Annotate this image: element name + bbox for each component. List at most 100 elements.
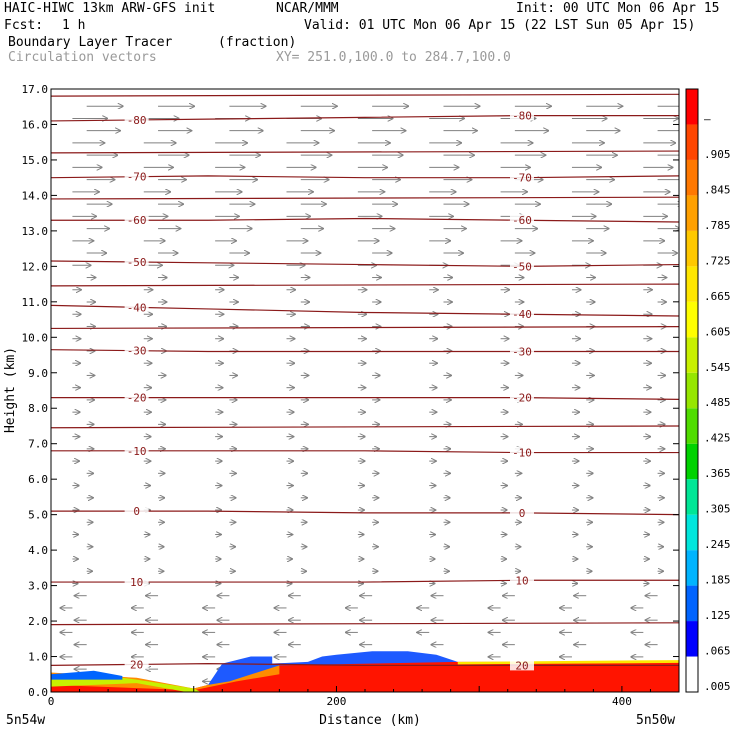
- colorbar-swatch: [686, 301, 698, 338]
- temperature-contours: -80 -80 -70 -70 -60 -60 -50 -50 -40 -40 -30 -30 -20 -…: [51, 93, 679, 672]
- y-axis-label: Height (km): [3, 347, 18, 433]
- contour-label: -80: [127, 114, 147, 127]
- colorbar-swatch: [686, 195, 698, 231]
- contour-label-bg: [124, 113, 149, 125]
- contour-label-bg: [124, 255, 149, 267]
- contour-label-bg: [124, 301, 149, 313]
- contour-label: -40: [512, 308, 532, 321]
- colorbar-label: .245: [704, 538, 731, 551]
- colorbar-swatch: [686, 656, 698, 692]
- contour-label-bg: [124, 576, 149, 588]
- contour-label: -30: [512, 345, 532, 358]
- x-left-label: 5n54w: [6, 713, 45, 728]
- contour-label: -20: [512, 392, 532, 405]
- x-tick-label: 200: [327, 695, 347, 708]
- y-tick-label: 10.0: [22, 331, 49, 344]
- colorbar-label: .065: [704, 645, 731, 658]
- x-right-label: 5n50w: [636, 713, 675, 728]
- contour-label-bg: [510, 260, 534, 272]
- xy-range: XY= 251.0,100.0 to 284.7,100.0: [276, 50, 511, 65]
- colorbar-label: .365: [704, 467, 731, 480]
- y-tick-label: 3.0: [28, 580, 48, 593]
- contour-label: -10: [512, 447, 532, 460]
- circulation-vectors: [60, 106, 679, 681]
- contour-line: [51, 175, 679, 179]
- contour-line: [51, 326, 679, 330]
- colorbar-label: .305: [704, 503, 731, 516]
- colorbar-label: .425: [704, 432, 731, 445]
- contour-line: [51, 115, 679, 122]
- contour-label-bg: [510, 308, 534, 320]
- colorbar-swatch: [686, 89, 698, 125]
- colorbar-label: .185: [704, 574, 731, 587]
- contour-label-bg: [124, 658, 149, 670]
- colorbar-label: .005: [704, 680, 731, 693]
- colorbar-swatch: [686, 550, 698, 586]
- contour-label-bg: [124, 444, 149, 456]
- contour-label: 10: [130, 576, 143, 589]
- colorbar-swatch: [686, 337, 698, 373]
- colorbar-label: .725: [704, 254, 731, 267]
- tracer-upper-blue: [208, 651, 458, 685]
- colorbar-frame: [685, 88, 699, 693]
- y-tick-label: 2.0: [28, 615, 48, 628]
- y-tick-label: 13.0: [22, 225, 49, 238]
- contour-line: [51, 260, 679, 267]
- contour-label: 20: [130, 658, 143, 671]
- contour-label: -10: [127, 445, 147, 458]
- contour-label-bg: [124, 344, 149, 356]
- overlay-name: Circulation vectors: [8, 50, 157, 65]
- contour-line: [51, 283, 679, 287]
- contour-line: [51, 304, 679, 317]
- contour-label: -40: [127, 301, 147, 314]
- contour-line: [51, 93, 679, 97]
- x-tick-label: 400: [612, 695, 632, 708]
- contour-label-bg: [510, 109, 534, 121]
- contour-label: 10: [515, 574, 528, 587]
- contour-label: -80: [512, 110, 532, 123]
- colorbar-swatch: [686, 585, 698, 622]
- contour-label: -50: [127, 256, 147, 269]
- colorbar-swatch: [686, 621, 698, 657]
- contour-line: [51, 510, 679, 516]
- contour-label: -20: [127, 392, 147, 405]
- field-units: (fraction): [218, 35, 297, 50]
- model-title: HAIC-HIWC 13km ARW-GFS init: [4, 1, 216, 16]
- colorbar-label: .125: [704, 609, 731, 622]
- contour-label-bg: [510, 446, 534, 458]
- y-tick-label: 4.0: [28, 544, 48, 557]
- axes: 0.0 1.0 2.0 3.0 4.0 5.0 6.0 7.0 8.0 9.0 10.0 11.0 12…: [22, 83, 680, 708]
- colorbar-label: .785: [704, 219, 731, 232]
- x-axis-label: Distance (km): [319, 713, 421, 728]
- colorbar-label: .845: [704, 183, 731, 196]
- colorbar-label: .605: [704, 325, 731, 338]
- colorbar-label: –: [704, 112, 711, 125]
- contour-label-bg: [124, 214, 149, 226]
- colorbar-label: .665: [704, 290, 731, 303]
- colorbar: .005 .065 .125 .185 .245 .305 .365 .425 .485 .545…: [685, 88, 731, 693]
- contour-line: [51, 622, 679, 626]
- contour-label: -60: [127, 214, 147, 227]
- colorbar-label: .545: [704, 361, 731, 374]
- contour-label-bg: [510, 171, 534, 183]
- y-tick-label: 8.0: [28, 402, 48, 415]
- y-tick-label: 6.0: [28, 473, 48, 486]
- contour-line: [51, 196, 679, 200]
- y-tick-label: 15.0: [22, 154, 49, 167]
- colorbar-swatch: [686, 408, 698, 444]
- contour-label-bg: [510, 391, 534, 403]
- y-tick-label: 14.0: [22, 189, 49, 202]
- colorbar-swatch: [686, 266, 698, 302]
- contour-label-bg: [510, 345, 534, 357]
- contour-label: -60: [512, 214, 532, 227]
- contour-label-bg: [510, 506, 534, 518]
- field-name: Boundary Layer Tracer: [8, 35, 173, 50]
- colorbar-swatch: [686, 443, 698, 480]
- init-time: Init: 00 UTC Mon 06 Apr 15: [516, 1, 720, 16]
- valid-time: Valid: 01 UTC Mon 06 Apr 15 (22 LST Sun …: [304, 18, 696, 33]
- contour-label-bg: [510, 659, 534, 671]
- y-tick-label: 1.0: [28, 651, 48, 664]
- colorbar-swatch: [686, 230, 698, 267]
- contour-line: [51, 579, 679, 583]
